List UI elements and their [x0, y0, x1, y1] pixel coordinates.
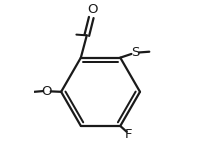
Text: S: S	[131, 46, 139, 59]
Text: O: O	[42, 85, 52, 97]
Text: F: F	[125, 128, 132, 141]
Text: O: O	[87, 3, 97, 16]
